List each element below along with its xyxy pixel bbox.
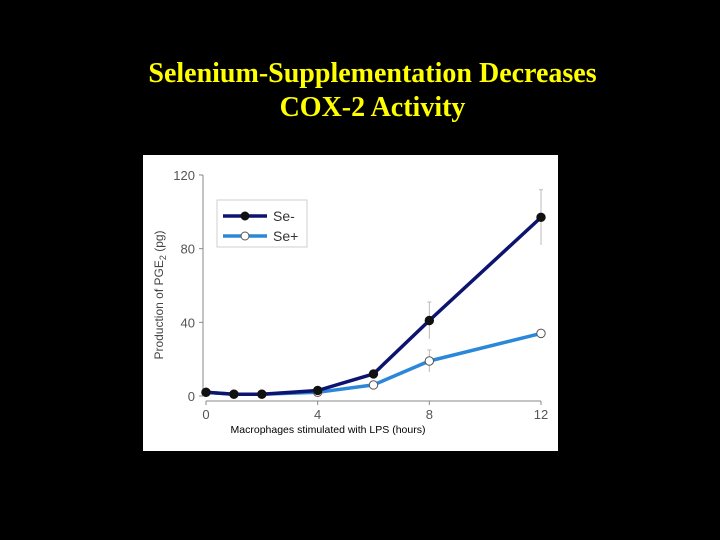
data-point-se-minus — [312, 385, 323, 396]
chart-legend: Se- Se+ — [216, 199, 308, 248]
y-tick-label: 120 — [173, 168, 195, 183]
data-point-se-minus — [257, 389, 267, 399]
slide-title-line-2: COX-2 Activity — [279, 92, 466, 123]
data-point-se-plus — [368, 380, 379, 390]
data-point-se-minus — [536, 212, 546, 223]
data-point-se-plus — [424, 356, 435, 366]
y-tick-label: 80 — [181, 242, 195, 257]
data-point-se-minus — [424, 315, 435, 326]
data-point-se-minus — [368, 369, 379, 379]
legend-swatch-marker — [240, 211, 250, 221]
y-axis-label-main: Production of PGE — [152, 260, 166, 359]
series-points — [201, 212, 546, 399]
data-point-se-minus — [229, 389, 239, 399]
legend-box — [216, 199, 308, 248]
y-tick-label: 40 — [181, 315, 195, 330]
x-tick-label: 0 — [202, 407, 209, 422]
chart-axes: 0 40 80 120 0 4 8 12 — [173, 168, 548, 422]
legend-label: Se- — [273, 208, 295, 224]
chart-panel: 0 40 80 120 0 4 8 12 Se- Se+ Production of PGE2 … — [143, 155, 558, 451]
y-axis-label: Production of PGE2 (pg) — [152, 230, 168, 359]
x-tick-label: 12 — [534, 407, 548, 422]
data-point-se-minus — [201, 387, 211, 398]
pge2-line-chart: 0 40 80 120 0 4 8 12 Se- Se+ Production of PGE2 … — [152, 168, 548, 436]
x-tick-label: 8 — [426, 407, 433, 422]
legend-swatch-marker — [240, 231, 250, 241]
error-bars — [427, 189, 543, 373]
slide-title-line-1: Selenium-Supplementation Decreases — [148, 58, 597, 89]
slide-title: Selenium-Supplementation Decreases COX-2… — [0, 57, 720, 125]
y-axis-label-subscript: 2 — [158, 255, 168, 260]
legend-label: Se+ — [273, 228, 298, 244]
data-point-se-plus — [536, 328, 546, 339]
y-axis-label-unit: (pg) — [152, 230, 166, 255]
x-axis-label: Macrophages stimulated with LPS (hours) — [231, 424, 426, 436]
x-tick-label: 4 — [314, 407, 321, 422]
y-tick-label: 0 — [188, 389, 195, 404]
